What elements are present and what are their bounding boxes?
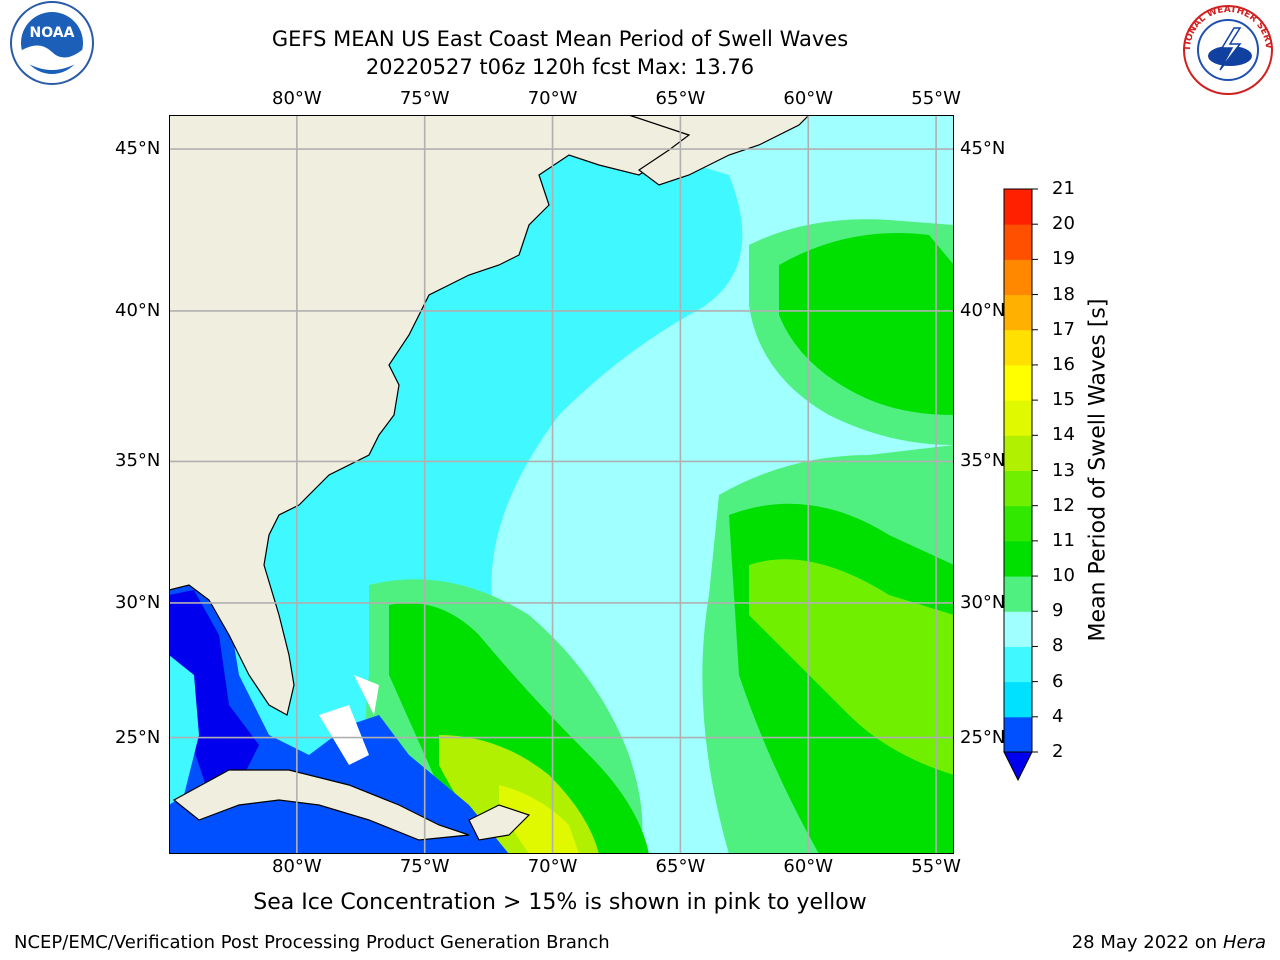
noaa-logo: NOAA: [10, 1, 94, 85]
colorbar-segment: [1004, 189, 1032, 225]
colorbar-segment: [1004, 400, 1032, 436]
colorbar-tick-label: 13: [1052, 459, 1075, 481]
footer-branch: NCEP/EMC/Verification Post Processing Pr…: [14, 932, 610, 953]
bahamas-mask: [319, 675, 379, 765]
colorbar-tick-label: 12: [1052, 494, 1075, 516]
footer-host: Hera: [1222, 932, 1266, 953]
field-green-dark-ne: [779, 233, 954, 415]
colorbar-segment: [1004, 435, 1032, 471]
field-deep-blue-gulf: [169, 590, 259, 795]
lon-label-bottom: 55°W: [911, 856, 961, 877]
colorbar-tick-label: 2: [1052, 741, 1064, 762]
lat-label-right: 35°N: [960, 450, 1006, 472]
colorbar-extend-triangle: [1003, 751, 1033, 782]
lon-label-bottom: 70°W: [527, 856, 578, 877]
field-cyan-gulf: [169, 655, 199, 805]
colorbar-segment: [1004, 470, 1032, 507]
footer-date: 28 May 2022 on Hera: [1071, 932, 1266, 953]
colorbar-segment: [1004, 259, 1032, 296]
colorbar-segment: [1004, 540, 1032, 577]
colorbar-segment: [1004, 224, 1032, 260]
land-hispaniola: [468, 804, 531, 841]
lon-label-bottom: 80°W: [271, 856, 322, 877]
colorbar-segment: [1004, 294, 1032, 331]
field-yellow-south: [499, 785, 579, 854]
colorbar-segment: [1004, 681, 1032, 718]
lon-label-top: 60°W: [783, 88, 834, 109]
svg-text:NOAA: NOAA: [30, 25, 75, 41]
colorbar-tick-label: 10: [1052, 565, 1075, 587]
sea-ice-note: Sea Ice Concentration > 15% is shown in …: [253, 890, 867, 915]
field-yellowgreen-east: [749, 559, 954, 775]
lon-label-top: 80°W: [271, 88, 322, 109]
colorbar-segment: [1004, 505, 1032, 542]
chart-title: GEFS MEAN US East Coast Mean Period of S…: [271, 27, 849, 51]
chart-subtitle-date: 20220527 t06z 120h fcst Max: 13.76: [365, 55, 755, 79]
colorbar-segment: [1004, 576, 1032, 612]
lat-label-left: 35°N: [115, 450, 161, 472]
lat-label-left: 30°N: [115, 591, 161, 613]
colorbar-segment: [1004, 716, 1032, 753]
colorbar-segment: [1004, 611, 1032, 647]
colorbar-tick-label: 4: [1052, 705, 1064, 727]
lat-label-right: 40°N: [960, 299, 1006, 321]
colorbar: [1003, 188, 1038, 782]
lat-label-left: 25°N: [115, 726, 161, 748]
lat-label-right: 30°N: [960, 591, 1006, 613]
colorbar-tick-label: 17: [1052, 318, 1075, 340]
lon-label-top: 65°W: [655, 88, 706, 109]
lon-label-top: 75°W: [399, 88, 450, 109]
colorbar-tick-label: 9: [1052, 600, 1064, 622]
colorbar-segment: [1004, 329, 1032, 366]
colorbar-tick-label: 21: [1052, 178, 1075, 199]
nws-logo: NATIONAL WEATHER SERVICE: [1176, 0, 1273, 95]
colorbar-tick-label: 20: [1052, 213, 1075, 235]
colorbar-segment: [1004, 646, 1032, 683]
colorbar-tick-label: 16: [1052, 353, 1075, 375]
land-north-america: [169, 115, 691, 716]
lon-label-bottom: 65°W: [655, 856, 706, 877]
lon-label-top: 55°W: [911, 88, 961, 109]
map-panel: [169, 115, 954, 854]
colorbar-tick-label: 15: [1052, 389, 1075, 411]
lon-label-bottom: 60°W: [783, 856, 834, 877]
colorbar-segment: [1004, 364, 1032, 401]
colorbar-tick-label: 6: [1052, 670, 1064, 692]
colorbar-tick-label: 14: [1052, 424, 1075, 446]
lat-label-left: 45°N: [115, 138, 161, 160]
lat-label-right: 45°N: [960, 138, 1006, 160]
land-nova-scotia: [628, 115, 810, 186]
colorbar-tick-label: 19: [1052, 248, 1075, 270]
colorbar-tick-label: 8: [1052, 635, 1064, 657]
colorbar-tick-label: 11: [1052, 529, 1075, 551]
lat-label-right: 25°N: [960, 726, 1006, 748]
lon-label-bottom: 75°W: [399, 856, 450, 877]
land-cuba: [172, 769, 470, 841]
colorbar-tick-label: 18: [1052, 283, 1075, 305]
lat-label-left: 40°N: [115, 299, 161, 321]
colorbar-label: Mean Period of Swell Waves [s]: [1085, 298, 1111, 642]
lon-label-top: 70°W: [527, 88, 578, 109]
